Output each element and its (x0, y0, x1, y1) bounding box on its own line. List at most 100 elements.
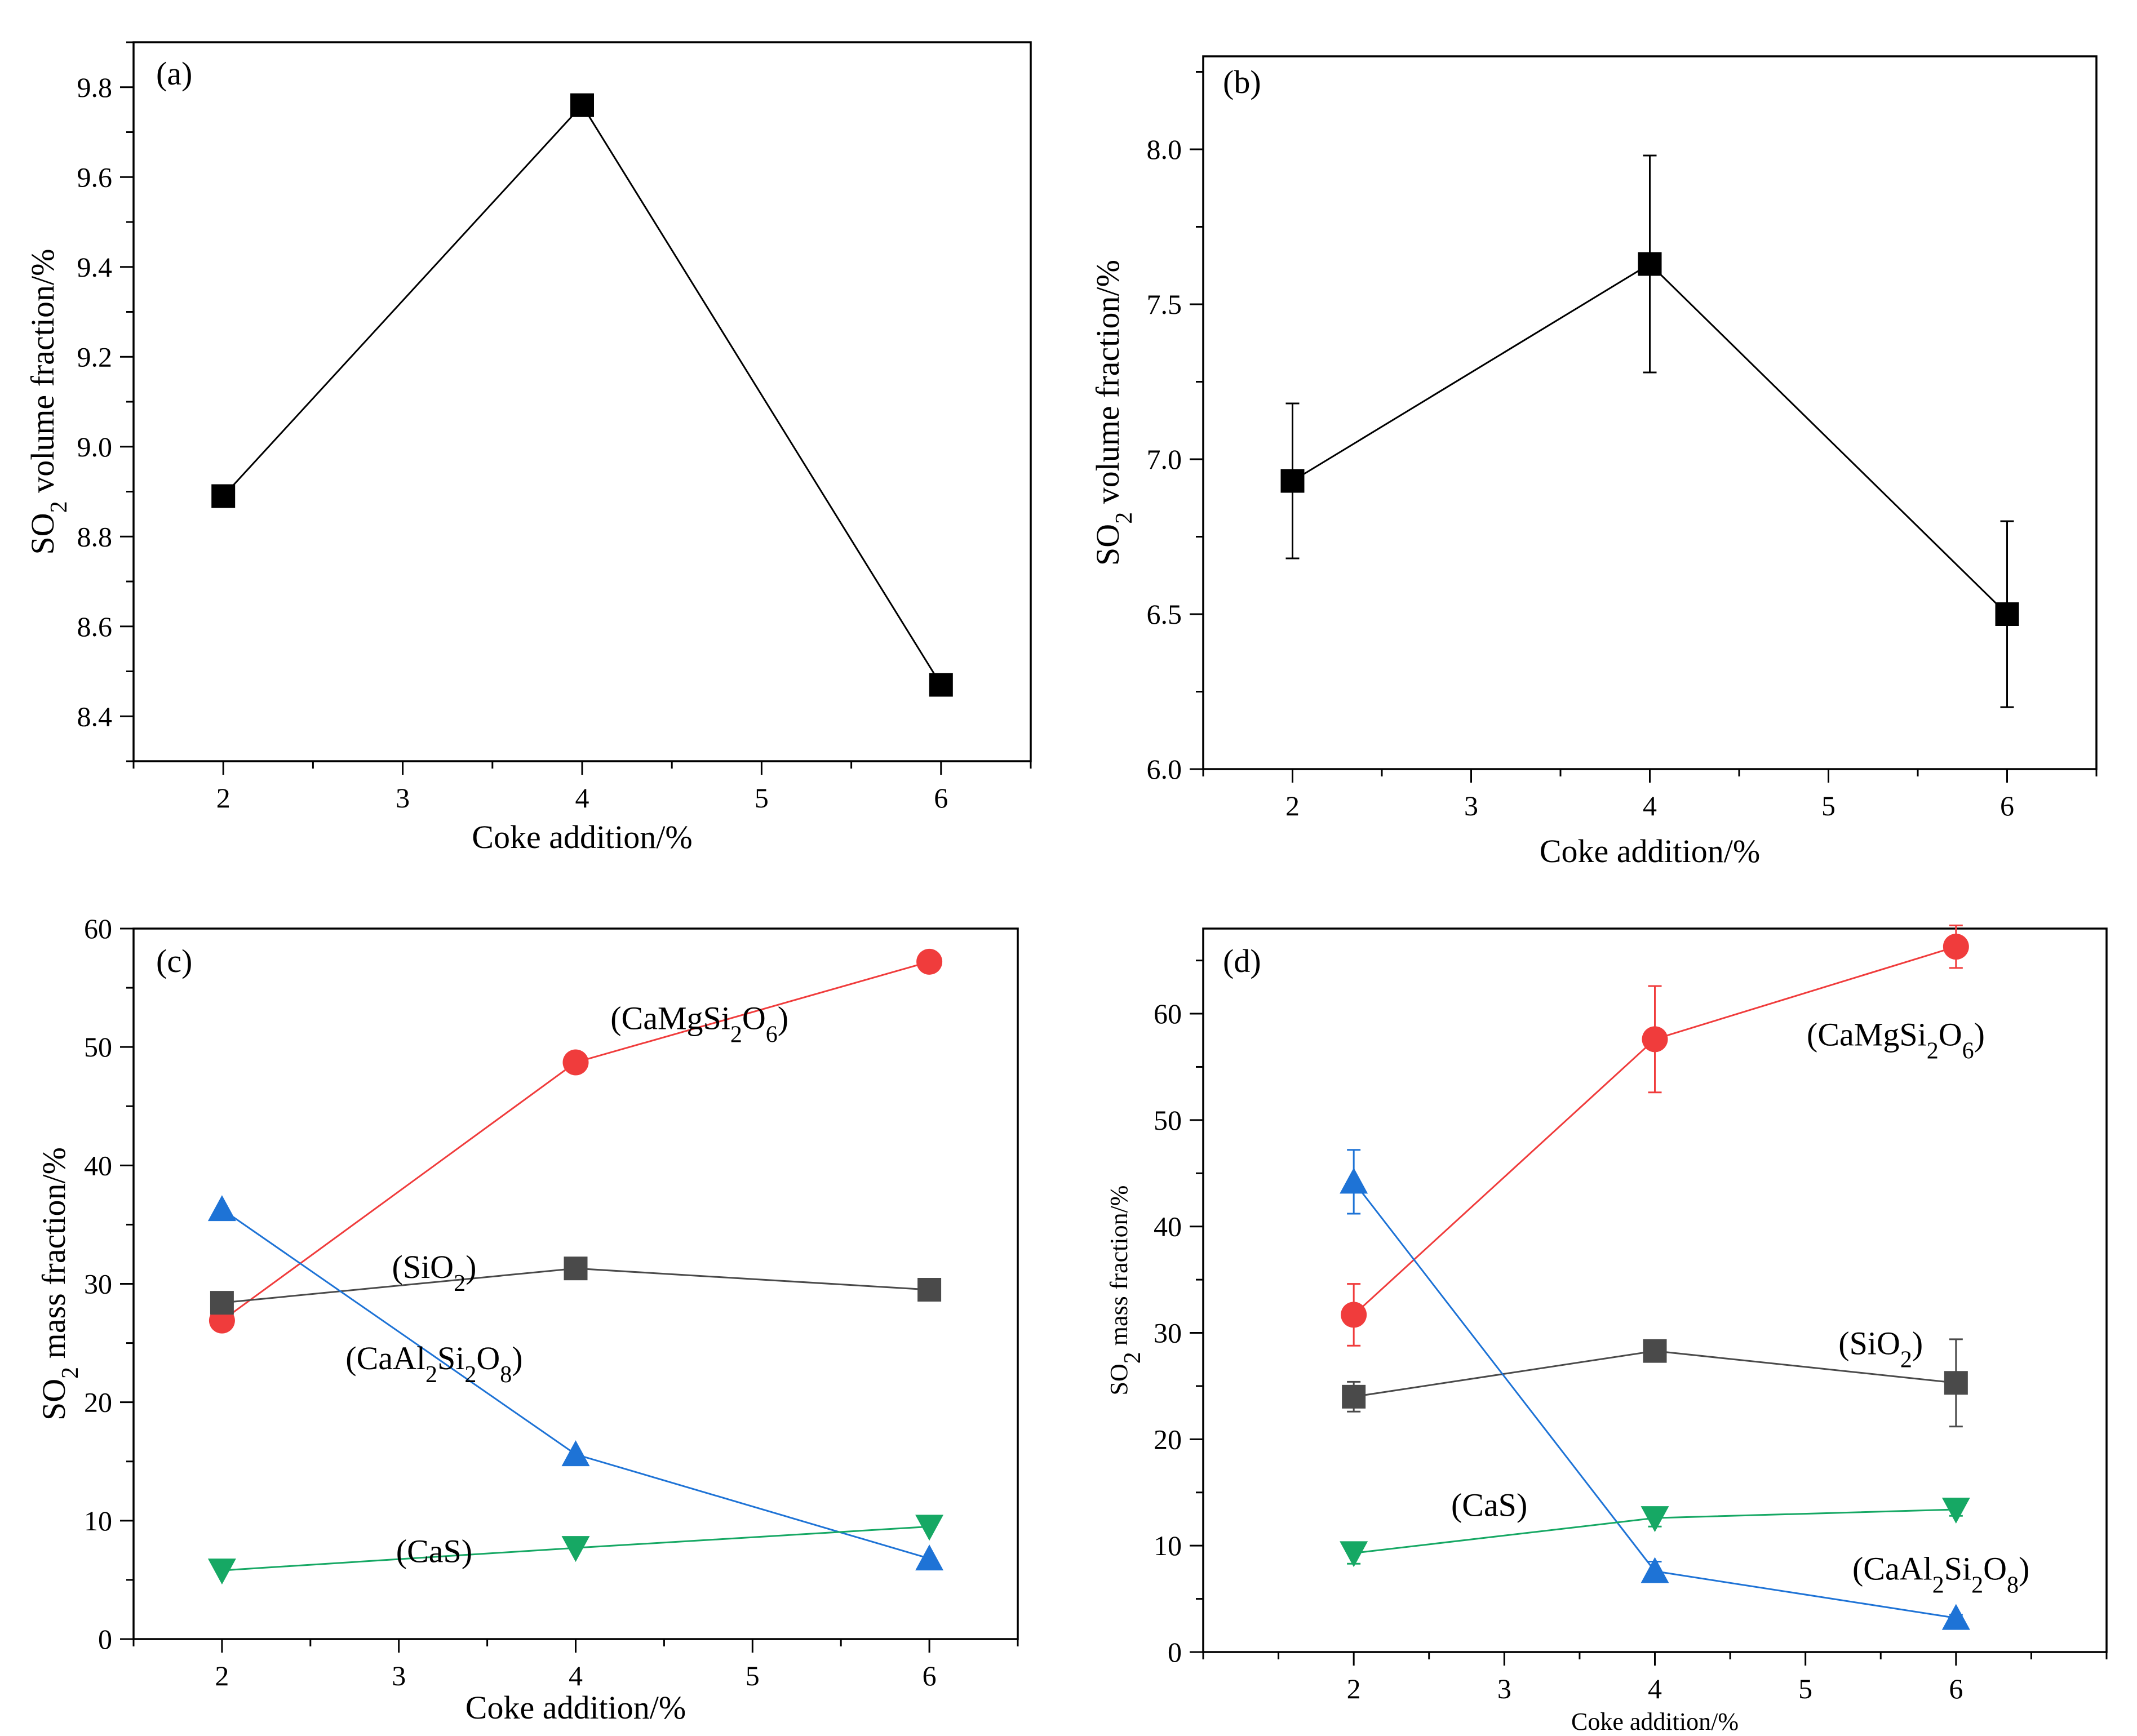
data-point (1995, 602, 2019, 626)
series-annotation: (CaS) (1451, 1486, 1527, 1523)
y-tick-label: 20 (84, 1387, 112, 1418)
x-tick-label: 2 (215, 1660, 229, 1691)
x-tick-label: 6 (923, 1660, 937, 1691)
y-tick-label: 8.0 (1147, 134, 1182, 165)
data-point (1342, 1384, 1366, 1409)
data-point (929, 673, 953, 697)
x-axis-label: Coke addition/% (1540, 833, 1760, 869)
y-tick-label: 50 (1154, 1104, 1182, 1136)
y-axis-label: SO2 volume fraction/% (24, 249, 72, 555)
x-axis-label: Coke addition/% (1571, 1708, 1739, 1735)
panel-b: 2 3 4 5 6 6.0 6.5 7.0 7.5 8.0 Coke addition/% SO2 v… (1089, 55, 2098, 869)
data-point (207, 1559, 236, 1585)
x-tick-label: 5 (746, 1660, 760, 1691)
series-line (223, 104, 942, 686)
data-point (1643, 1339, 1667, 1363)
series-camgsi2o6 (1341, 924, 1969, 1347)
series-caal2si2o8 (1340, 1149, 1970, 1630)
series-annotation: (CaMgSi2O6) (610, 1000, 788, 1048)
series-so2 (211, 93, 953, 697)
y-tick-label: 10 (1154, 1530, 1182, 1561)
y-tick-label: 9.8 (77, 72, 113, 103)
panel-label: (b) (1223, 64, 1261, 100)
y-tick-label: 30 (84, 1268, 112, 1300)
y-tick-label: 9.6 (77, 161, 113, 193)
y-tick-label: 40 (84, 1149, 112, 1181)
data-point (1340, 1541, 1368, 1568)
x-tick-label: 2 (216, 782, 230, 814)
x-tick-label: 3 (392, 1660, 406, 1691)
y-tick-label: 7.5 (1147, 288, 1182, 320)
series-cas (207, 1515, 944, 1585)
data-point (562, 1049, 589, 1076)
series-caal2si2o8 (207, 1195, 944, 1571)
data-point (1944, 1371, 1968, 1395)
x-tick-label: 3 (396, 782, 410, 814)
series-sio2 (210, 1257, 942, 1315)
series-sio2 (1342, 1338, 1968, 1428)
data-point (564, 1257, 588, 1281)
x-tick-label: 4 (575, 782, 589, 814)
y-tick-label: 8.8 (77, 521, 113, 552)
data-point (1638, 252, 1662, 276)
y-tick-label: 0 (98, 1623, 112, 1655)
x-tick-label: 3 (1497, 1673, 1511, 1704)
x-tick-label: 6 (1949, 1673, 1963, 1704)
x-tick-label: 4 (1648, 1673, 1662, 1704)
panel-label: (a) (156, 55, 192, 92)
series-annotation: (CaMgSi2O6) (1807, 1016, 1985, 1064)
data-point (1280, 469, 1305, 493)
series-so2 (1280, 154, 2019, 708)
panel-label: (d) (1223, 943, 1261, 979)
x-tick-label: 5 (755, 782, 769, 814)
y-axis-label: SO2 mass fraction/% (36, 1147, 83, 1420)
data-point (570, 93, 594, 117)
y-tick-label: 50 (84, 1031, 112, 1063)
data-point (915, 1515, 944, 1541)
y-tick-label: 9.0 (77, 431, 113, 463)
data-point (1341, 1302, 1367, 1328)
data-point (1641, 1557, 1669, 1583)
y-tick-label: 7.0 (1147, 443, 1182, 475)
data-point (1641, 1506, 1669, 1533)
y-tick-label: 8.4 (77, 700, 113, 732)
data-point (916, 948, 943, 975)
y-tick-label: 0 (1168, 1636, 1182, 1668)
x-tick-label: 3 (1464, 790, 1478, 822)
data-point (917, 1278, 942, 1302)
data-point (1943, 934, 1969, 960)
series-annotation: (CaS) (396, 1533, 472, 1569)
series-annotation: (SiO2) (392, 1249, 477, 1297)
plot-frame (132, 927, 1019, 1640)
data-point (561, 1536, 590, 1562)
x-tick-label: 4 (569, 1660, 583, 1691)
panel-a: 2 3 4 5 6 8.4 8.6 8.8 9.0 9.2 9.4 9.6 9.8 Coke additi… (24, 41, 1032, 855)
x-tick-label: 2 (1285, 790, 1300, 822)
y-tick-label: 60 (84, 913, 112, 944)
data-point (915, 1544, 944, 1571)
data-point (211, 484, 236, 508)
data-point (207, 1195, 236, 1222)
y-tick-label: 6.0 (1147, 753, 1182, 785)
x-tick-label: 2 (1347, 1673, 1361, 1704)
series-annotation: (CaAl2Si2O8) (345, 1340, 522, 1388)
data-point (210, 1291, 234, 1315)
y-tick-label: 20 (1154, 1423, 1182, 1455)
y-tick-label: 10 (84, 1505, 112, 1537)
series-cas (1340, 1497, 1970, 1568)
x-axis-label: Coke addition/% (472, 819, 692, 855)
data-point (1941, 1497, 1970, 1524)
x-tick-label: 4 (1643, 790, 1657, 822)
x-tick-label: 5 (1798, 1673, 1812, 1704)
y-tick-label: 9.2 (77, 341, 113, 372)
data-point (1642, 1026, 1668, 1053)
x-axis-label: Coke addition/% (465, 1689, 686, 1726)
x-tick-label: 6 (2000, 790, 2014, 822)
y-tick-label: 40 (1154, 1211, 1182, 1242)
y-tick-label: 8.6 (77, 611, 113, 642)
y-axis-label: SO2 volume fraction/% (1089, 260, 1137, 566)
y-tick-label: 60 (1154, 998, 1182, 1029)
